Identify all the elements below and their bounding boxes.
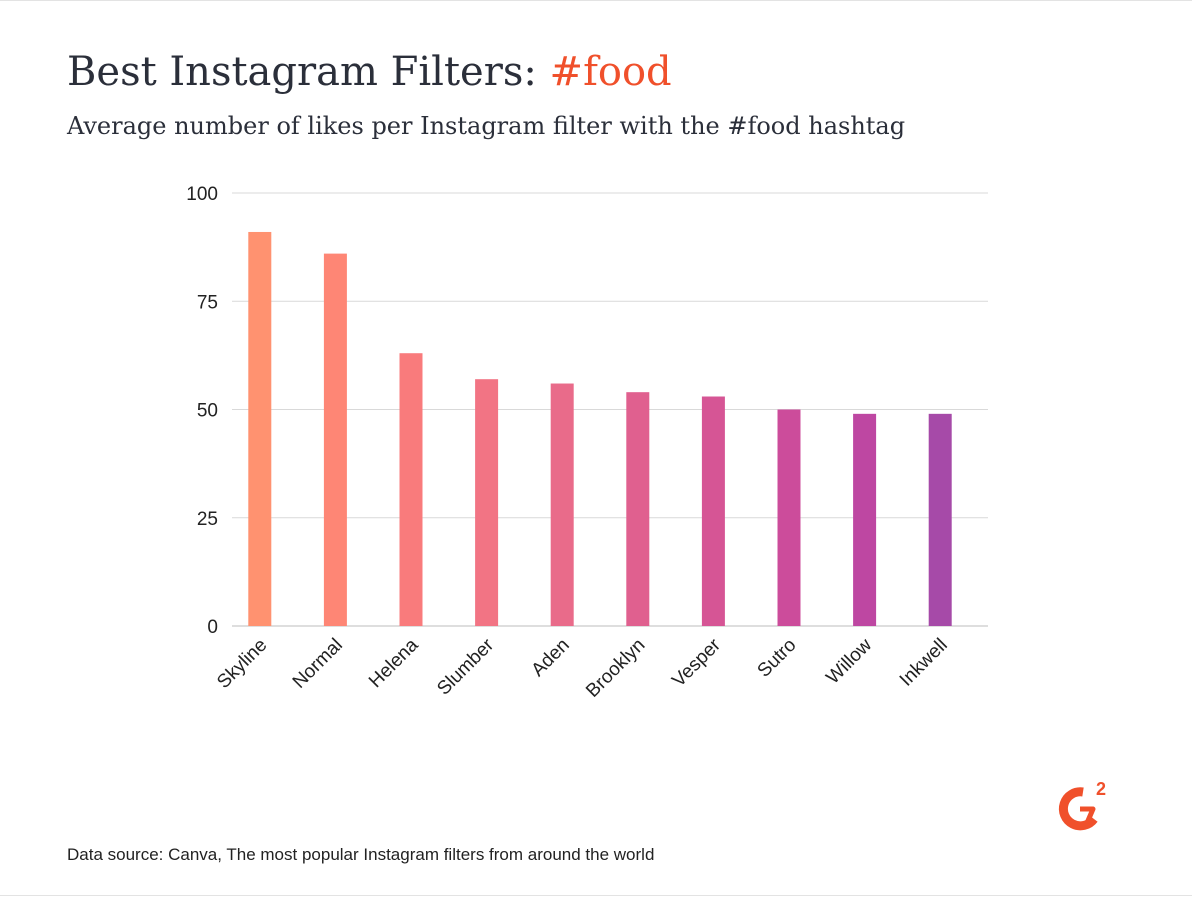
y-tick-label: 25 xyxy=(197,509,218,530)
y-tick-label: 0 xyxy=(207,617,218,638)
bar-helena xyxy=(399,353,423,626)
chart-title: Best Instagram Filters: #food xyxy=(67,46,672,98)
x-category-label: Normal xyxy=(289,635,347,693)
bar-willow xyxy=(853,413,877,626)
bar-inkwell xyxy=(928,413,952,626)
data-source-note: Data source: Canva, The most popular Ins… xyxy=(67,845,655,864)
chart-subtitle: Average number of likes per Instagram fi… xyxy=(67,112,906,140)
y-tick-label: 75 xyxy=(197,292,218,313)
x-category-label: Brooklyn xyxy=(582,635,649,702)
bar-sutro xyxy=(777,409,801,626)
bar-normal xyxy=(323,253,347,626)
y-axis-ticks: 0 25 50 75 100 xyxy=(186,184,218,638)
y-tick-label: 100 xyxy=(186,184,218,205)
bars xyxy=(248,231,952,626)
bar-slumber xyxy=(475,379,499,626)
chart-title-accent: #food xyxy=(549,49,672,95)
x-category-label: Willow xyxy=(822,634,876,688)
bottom-border xyxy=(0,895,1192,896)
svg-text:2: 2 xyxy=(1096,779,1106,799)
x-category-label: Vesper xyxy=(668,634,725,691)
bar-vesper xyxy=(701,396,725,626)
bar-brooklyn xyxy=(626,392,650,626)
x-category-label: Slumber xyxy=(433,634,498,699)
y-tick-label: 50 xyxy=(197,401,218,422)
x-category-label: Sutro xyxy=(754,635,801,682)
g2-logo-icon: 2 xyxy=(1058,779,1106,831)
x-category-label: Skyline xyxy=(213,635,271,693)
x-axis-labels: Skyline Normal Helena Slumber Aden Brooklyn Ve… xyxy=(213,634,952,702)
x-category-label: Helena xyxy=(365,634,423,692)
bar-aden xyxy=(550,383,574,626)
top-border xyxy=(0,0,1192,1)
x-category-label: Inkwell xyxy=(896,635,952,691)
chart-title-main: Best Instagram Filters: xyxy=(67,49,550,95)
x-category-label: Aden xyxy=(528,635,574,681)
bar-skyline xyxy=(248,231,272,626)
